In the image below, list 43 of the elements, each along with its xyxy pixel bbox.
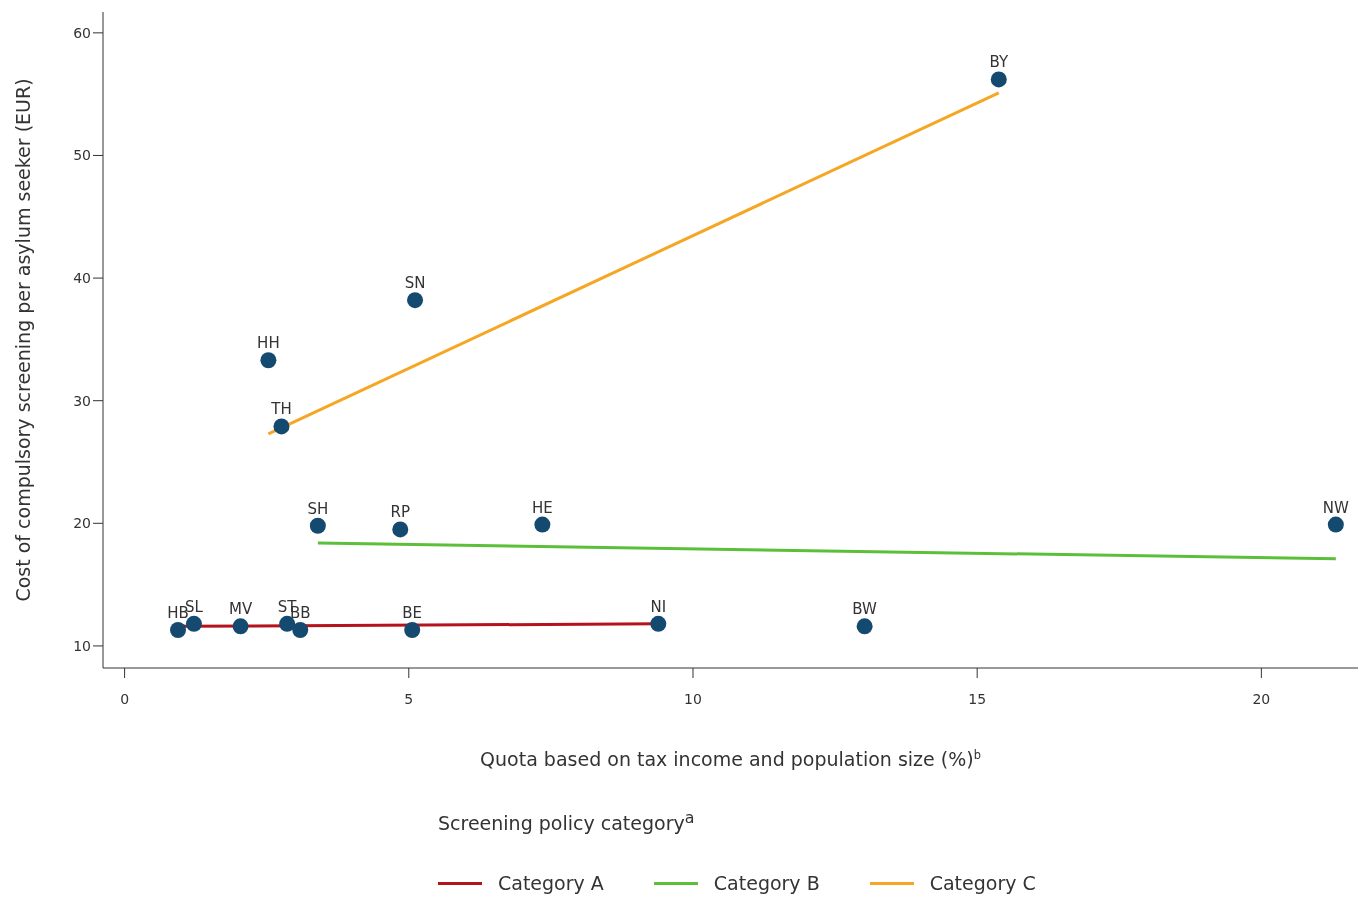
y-tick-label: 30 <box>73 392 91 409</box>
point <box>1327 516 1344 533</box>
annotation: BE <box>402 603 423 622</box>
annotation: TH <box>270 400 292 419</box>
annotation: HE <box>531 498 553 517</box>
point <box>292 621 309 638</box>
point <box>990 71 1007 88</box>
point <box>534 516 551 533</box>
x-tick-label: 0 <box>120 690 130 707</box>
y-tick-label: 60 <box>73 24 91 41</box>
x-tick-label: 20 <box>1252 690 1271 707</box>
point <box>273 418 290 435</box>
annotation: HH <box>257 334 280 353</box>
y-tick-label: 40 <box>73 270 91 287</box>
point <box>309 517 326 534</box>
y-tick-label: 50 <box>73 147 91 164</box>
annotation: BY <box>989 53 1009 72</box>
x-tick-label: 5 <box>404 690 414 707</box>
y-axis-title: Cost of compulsory screening per asylum seeker (EUR) <box>12 78 34 602</box>
annotation: NI <box>650 597 667 616</box>
point <box>407 292 424 309</box>
point <box>404 621 421 638</box>
annotation: RP <box>390 503 410 522</box>
point <box>856 618 873 635</box>
legend-title: Screening policy category$^{a}$ <box>438 808 696 835</box>
legend-label: Category C <box>929 872 1036 895</box>
legend-label: Category A <box>498 872 604 895</box>
y-tick-label: 20 <box>73 515 91 532</box>
annotation: BW <box>852 600 878 619</box>
point <box>392 521 409 538</box>
annotation: SH <box>307 499 329 518</box>
x-tick-label: 15 <box>968 690 987 707</box>
x-tick-label: 10 <box>684 690 702 707</box>
annotation: MV <box>228 600 253 619</box>
annotation: NW <box>1322 498 1350 517</box>
y-tick-label: 10 <box>73 637 91 654</box>
annotation: SN <box>404 274 426 293</box>
legend-label: Category B <box>713 872 820 895</box>
point <box>260 352 277 369</box>
point <box>650 615 667 632</box>
point <box>170 621 187 638</box>
point <box>232 618 249 635</box>
x-axis-title: Quota based on tax income and population size (%)$^{b}$ <box>480 748 981 770</box>
